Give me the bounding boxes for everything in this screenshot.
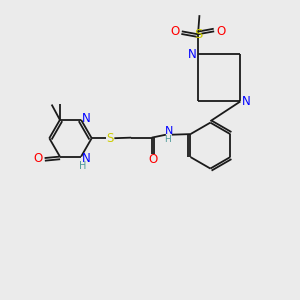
Text: O: O xyxy=(34,152,43,165)
Text: S: S xyxy=(106,132,114,145)
Text: O: O xyxy=(216,25,225,38)
Text: N: N xyxy=(165,126,173,136)
Text: N: N xyxy=(242,95,251,108)
Text: H: H xyxy=(79,161,86,171)
Text: O: O xyxy=(148,153,157,166)
Text: O: O xyxy=(171,25,180,38)
Text: N: N xyxy=(82,112,91,125)
Text: N: N xyxy=(82,152,91,165)
Text: N: N xyxy=(188,48,197,61)
Text: H: H xyxy=(164,135,171,144)
Text: S: S xyxy=(194,28,202,41)
